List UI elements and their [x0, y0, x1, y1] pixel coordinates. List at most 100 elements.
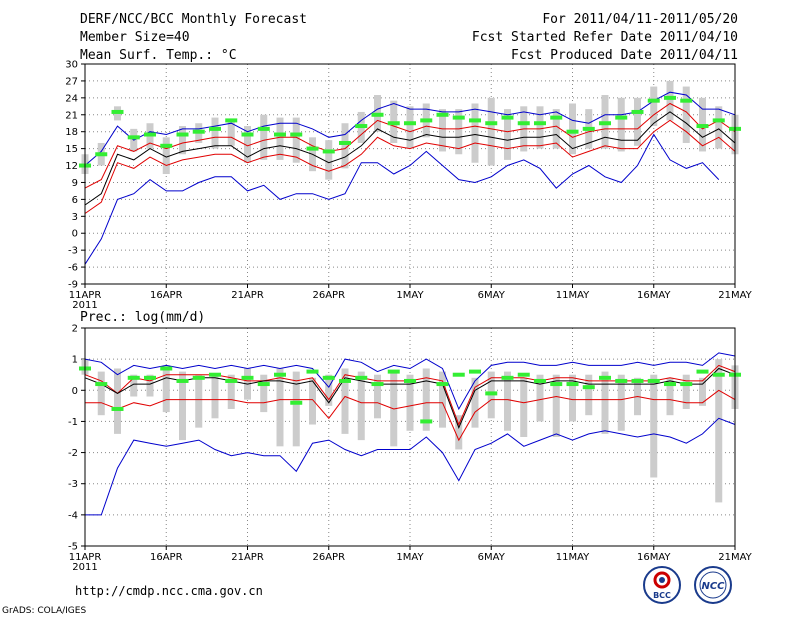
y-tick-label: -2	[68, 448, 78, 459]
chart-title: DERF/NCC/BCC Monthly Forecast	[80, 12, 307, 27]
y-tick-label: 27	[65, 76, 78, 87]
x-tick-label: 16APR	[150, 290, 183, 301]
spread-box	[601, 371, 609, 434]
obs-marker	[680, 382, 693, 387]
obs-marker	[322, 149, 335, 154]
x-year-label: 2011	[72, 300, 97, 311]
obs-marker	[192, 375, 205, 380]
spread-box	[682, 86, 690, 143]
obs-marker	[355, 375, 368, 380]
obs-marker	[664, 382, 676, 387]
plot-frame	[84, 327, 736, 547]
obs-marker	[452, 115, 465, 120]
spread-box	[650, 374, 658, 478]
obs-marker	[696, 369, 709, 374]
spread-box	[341, 123, 349, 169]
obs-marker	[469, 118, 481, 123]
obs-marker	[241, 375, 254, 380]
obs-marker	[387, 369, 400, 374]
spread-box	[211, 117, 219, 149]
obs-marker	[469, 369, 481, 374]
spread-box	[666, 80, 674, 121]
obs-marker	[339, 140, 351, 145]
obs-marker	[95, 382, 108, 387]
obs-marker	[647, 98, 660, 103]
spread-box	[260, 374, 268, 413]
spread-box	[179, 371, 186, 441]
obs-marker	[534, 121, 546, 126]
obs-marker	[566, 382, 579, 387]
obs-marker	[160, 366, 173, 371]
y-tick-label: 1	[72, 355, 78, 366]
spread-box	[325, 140, 333, 180]
obs-marker	[631, 109, 644, 114]
obs-marker	[420, 118, 433, 123]
spread-box	[211, 374, 219, 419]
obs-marker	[144, 375, 156, 380]
obs-marker	[582, 126, 595, 131]
obs-marker	[517, 372, 530, 377]
y-tick-label: -1	[68, 417, 78, 428]
obs-marker	[160, 143, 173, 148]
panel-precipitation: 11APR 16APR 21APR 26APR 1MAY 6MAY 11MAY 16MAY 21…	[68, 324, 753, 574]
spread-box	[471, 377, 479, 428]
obs-marker	[615, 115, 628, 120]
spread-box	[504, 109, 511, 160]
spread-box	[617, 97, 625, 152]
obs-marker	[566, 129, 579, 134]
x-tick-label: 21APR	[231, 290, 264, 301]
panel-temperature: 11APR 16APR 21APR 26APR 1MAY 6MAY 11MAY 16MAY 21…	[65, 60, 752, 312]
spread-box	[292, 371, 300, 447]
spread-box	[114, 368, 121, 434]
obs-marker	[436, 112, 449, 117]
y-tick-label: 24	[65, 93, 78, 104]
x-tick-label: 16APR	[150, 552, 183, 563]
spread-box	[666, 377, 674, 416]
obs-marker	[404, 121, 416, 126]
spread-box	[309, 377, 316, 425]
obs-marker	[209, 372, 221, 377]
obs-marker	[615, 378, 628, 383]
spread-box	[357, 371, 365, 441]
spread-box	[569, 374, 576, 422]
x-tick-label: 1MAY	[396, 290, 424, 301]
x-tick-label: 1MAY	[396, 552, 424, 563]
x-tick-label: 16MAY	[637, 552, 671, 563]
spread-box	[276, 117, 284, 160]
obs-marker	[550, 382, 563, 387]
spread-box	[260, 114, 268, 160]
spread-box	[650, 86, 658, 127]
obs-marker	[274, 372, 286, 377]
source-url: http://cmdp.ncc.cma.gov.cn	[75, 584, 263, 598]
x-tick-label: 21MAY	[718, 552, 752, 563]
spread-box	[325, 374, 333, 406]
series-lower-line	[84, 119, 736, 214]
spread-box	[292, 117, 300, 163]
y-tick-label: -3	[68, 479, 78, 490]
obs-marker	[647, 378, 660, 383]
x-tick-label: 11APR	[69, 552, 102, 563]
spread-box	[146, 374, 154, 397]
x-tick-label: 6MAY	[478, 290, 506, 301]
obs-marker	[517, 121, 530, 126]
y-tick-label: -5	[68, 542, 78, 553]
obs-marker	[257, 126, 270, 131]
obs-marker	[144, 132, 156, 137]
spread-box	[536, 106, 544, 149]
obs-marker	[127, 135, 140, 140]
spread-box	[552, 374, 560, 437]
spread-box	[617, 374, 625, 431]
obs-marker	[712, 118, 725, 123]
x-tick-label: 11MAY	[556, 552, 590, 563]
spread-box	[569, 103, 576, 155]
obs-marker	[111, 406, 124, 411]
y-tick-label: 6	[72, 195, 78, 206]
spread-box	[227, 374, 235, 409]
spread-box	[682, 374, 690, 409]
obs-marker	[599, 121, 611, 126]
obs-marker	[631, 378, 644, 383]
obs-marker	[501, 115, 514, 120]
obs-marker	[176, 378, 189, 383]
spread-box	[439, 109, 446, 152]
member-size-label: Member Size=40	[80, 30, 190, 45]
